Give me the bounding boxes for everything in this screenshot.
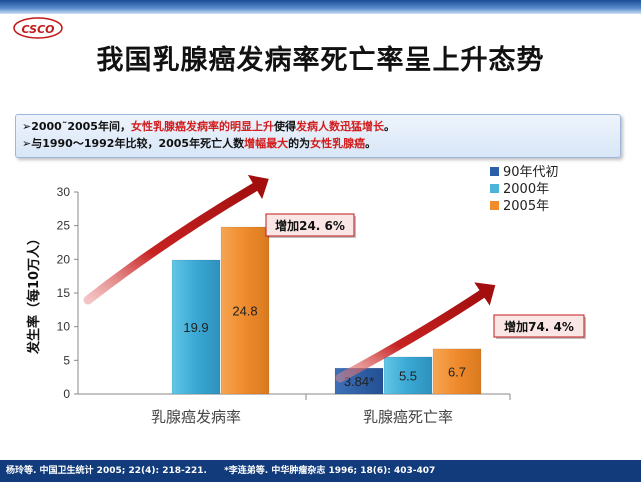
- bar-chart: 0 5 10 15 20 25 30 发生率（每10万人） 乳腺癌发病率 乳腺癌死亡率 19.9 24…: [26, 165, 586, 426]
- info-line-2: ➢与1990～1992年比较，2005年死亡人数增幅最大的为女性乳腺癌。: [22, 135, 614, 152]
- bar-data-label: 5.5: [399, 368, 417, 383]
- info-box: ➢2000˜2005年间，女性乳腺癌发病率的明显上升使得发病人数迅猛增长。 ➢与…: [15, 114, 621, 158]
- info-text: 。: [365, 137, 377, 150]
- footer-ref-2: *李连弟等. 中华肿瘤杂志 1996; 18(6): 403-407: [224, 466, 436, 476]
- legend-label-2: 2000年: [503, 182, 549, 197]
- bar-3-2: [432, 348, 482, 395]
- info-line-1: ➢2000˜2005年间，女性乳腺癌发病率的明显上升使得发病人数迅猛增长。: [22, 118, 614, 135]
- annotation-label: 增加24. 6%: [275, 218, 345, 233]
- footer-references: 杨玲等. 中国卫生统计 2005; 22(4): 218-221. *李连弟等.…: [0, 460, 641, 482]
- info-highlight-text: 发病人数迅猛增长: [295, 120, 384, 133]
- y-tick-label: 5: [63, 353, 70, 367]
- trend-arrow-incidence: [83, 182, 260, 305]
- y-tick-label: 15: [57, 286, 71, 300]
- bullet-icon: ➢: [22, 137, 32, 150]
- bar-data-label: 24.8: [232, 304, 257, 319]
- bar-data-label: 6.7: [448, 364, 466, 379]
- info-highlight-text: 女性乳腺癌发病率的明显上升: [130, 120, 274, 133]
- info-text: 2000˜2005年间，: [31, 120, 131, 133]
- y-tick-label: 0: [63, 387, 70, 401]
- legend-swatch-2: [490, 184, 499, 193]
- top-band: [0, 0, 641, 14]
- legend-label-1: 90年代初: [503, 165, 559, 180]
- trend-arrow-mortality: [335, 289, 487, 383]
- logo-text: CSCO: [21, 23, 54, 36]
- bar-2-2: [383, 356, 433, 395]
- y-tick-label: 25: [57, 219, 71, 233]
- x-category-label: 乳腺癌死亡率: [363, 408, 453, 426]
- y-tick-label: 10: [57, 320, 71, 334]
- info-text: 的为: [288, 137, 311, 150]
- y-tick-label: 20: [57, 252, 71, 266]
- annotation-box: [493, 314, 585, 338]
- legend-swatch-1: [490, 167, 499, 176]
- info-text: 。: [383, 120, 395, 133]
- annotation-label: 增加74. 4%: [504, 319, 574, 334]
- info-text: 与1990～1992年比较，2005年死亡人数: [31, 137, 245, 150]
- footer-ref-1: 杨玲等. 中国卫生统计 2005; 22(4): 218-221.: [6, 466, 207, 476]
- bar-data-label: 19.9: [183, 320, 208, 335]
- bullet-icon: ➢: [22, 120, 32, 133]
- page-title: 我国乳腺癌发病率死亡率呈上升态势: [96, 45, 545, 76]
- csco-logo: CSCO: [13, 17, 63, 39]
- bar-data-label: 3.84*: [344, 374, 374, 389]
- bar-3-1: [220, 226, 270, 395]
- legend-swatch-3: [490, 201, 499, 210]
- legend-label-3: 2005年: [503, 199, 549, 214]
- info-text: 使得: [273, 120, 296, 133]
- y-axis-label: 发生率（每10万人）: [26, 232, 42, 355]
- trend-arrow-mortality-head: [474, 282, 496, 306]
- annotation-box: [265, 213, 355, 237]
- x-category-label: 乳腺癌发病率: [151, 408, 241, 426]
- trend-arrow-incidence-head: [247, 174, 269, 200]
- info-highlight-text: 增幅最大: [244, 137, 289, 150]
- y-tick-label: 30: [57, 185, 71, 199]
- info-highlight-text: 女性乳腺癌: [310, 137, 366, 150]
- bar-2-1: [171, 259, 221, 395]
